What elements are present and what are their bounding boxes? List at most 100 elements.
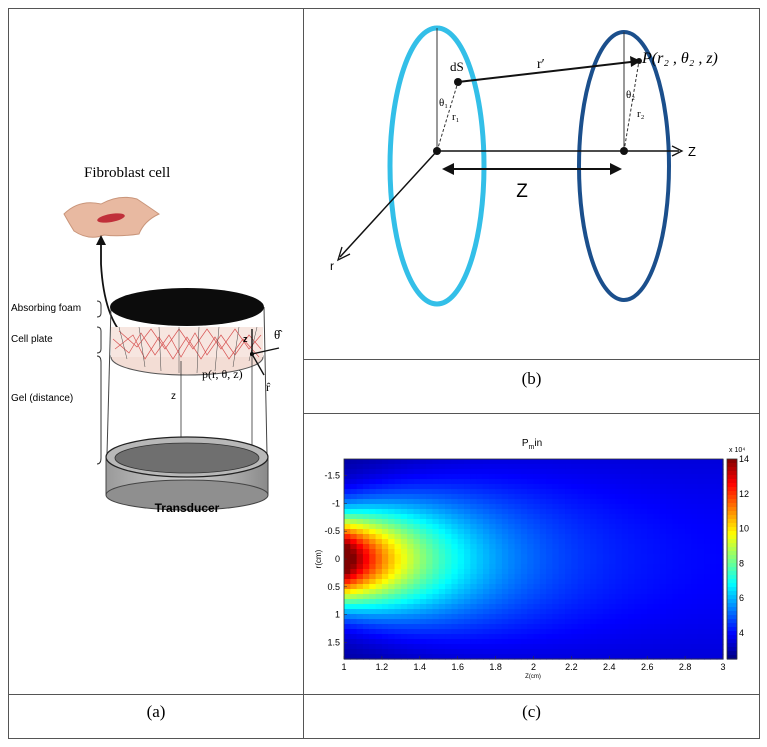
heatmap-cell [609,634,617,640]
heatmap-cell [470,544,478,550]
heatmap-cell [672,639,680,645]
heatmap-cell [482,654,490,660]
heatmap-cell [546,554,554,560]
heatmap-cell [546,534,554,540]
heatmap-cell [470,504,478,510]
heatmap-cell [407,494,415,500]
heatmap-cell [647,614,655,620]
heatmap-cell [634,504,642,510]
heatmap-cell [640,584,648,590]
heatmap-cell [571,489,579,495]
heatmap-cell [432,514,440,520]
heatmap-cell [419,569,427,575]
heatmap-cell [634,489,642,495]
heatmap-cell [565,499,572,505]
heatmap-cell [710,629,718,635]
heatmap-cell [527,524,535,530]
heatmap-cell [508,534,516,540]
heatmap-cell [647,584,655,590]
heatmap-cell [482,499,490,505]
heatmap-cell [419,504,427,510]
heatmap-cell [457,514,465,520]
heatmap-cell [634,609,642,615]
heatmap-cell [577,559,585,565]
heatmap-cell [508,619,516,625]
heatmap-cell [527,489,535,495]
heatmap-cell [527,479,535,485]
heatmap-cell [571,499,579,505]
heatmap-cell [470,574,478,580]
heatmap-cell [539,519,547,525]
heatmap-cell [577,604,585,610]
heatmap-cell [470,484,478,490]
heatmap-cell [362,504,370,510]
heatmap-cell [678,614,686,620]
heatmap-cell [590,624,598,630]
heatmap-cell [400,539,408,545]
heatmap-cell [628,594,636,600]
heatmap-cell [621,559,629,565]
heatmap-cell [457,544,465,550]
r1-label: r₁ [452,111,460,123]
heatmap-cell [362,514,370,520]
heatmap-cell [388,494,396,500]
heatmap-cell [369,524,377,530]
heatmap-cell [464,609,471,615]
heatmap-cell [552,634,560,640]
heatmap-cell [457,519,465,525]
heatmap-cell [413,644,421,650]
heatmap-cell [464,494,471,500]
heatmap-cell [546,589,554,595]
heatmap-cell [704,544,711,550]
z-axis-label: Z [688,144,696,159]
heatmap-cell [369,534,377,540]
heatmap-cell [489,459,497,465]
heatmap-cell [666,564,674,570]
heatmap-cell [356,479,364,485]
heatmap-cell [609,519,617,525]
heatmap-cell [350,624,358,630]
heatmap-cell [678,569,686,575]
heatmap-cell [647,649,655,655]
heatmap-cell [514,464,522,470]
heatmap-cell [381,544,389,550]
heatmap-cell [464,639,471,645]
colorbar-segment [727,475,737,480]
heatmap-cell [621,604,629,610]
heatmap-cell [634,584,642,590]
heatmap-cell [445,614,452,620]
r-axis-line [339,150,438,258]
heatmap-cell [666,464,674,470]
heatmap-cell [710,459,718,465]
heatmap-cell [381,459,389,465]
heatmap-cell [685,559,693,565]
heatmap-cell [539,589,547,595]
heatmap-cell [501,649,509,655]
heatmap-cell [356,489,364,495]
heatmap-cell [577,629,585,635]
heatmap-cell [495,554,503,560]
heatmap-cell [716,534,724,540]
heatmap-cell [344,494,351,500]
heatmap-cell [602,479,610,485]
heatmap-cell [653,494,661,500]
heatmap-cell [432,634,440,640]
heatmap-cell [565,594,572,600]
heatmap-cell [672,594,680,600]
heatmap-cell [400,514,408,520]
heatmap-cell [552,629,560,635]
cell-arrow [100,239,128,340]
heatmap-cell [552,649,560,655]
heatmap-cell [565,469,572,475]
heatmap-cell [666,484,674,490]
heatmap-cell [710,614,718,620]
heatmap-cell [577,594,585,600]
heatmap-cell [457,654,465,660]
heatmap-cell [647,624,655,630]
heatmap-cell [527,649,535,655]
heatmap-cell [476,604,484,610]
heatmap-cell [647,564,655,570]
heatmap-cell [704,504,711,510]
absorbing-foam [110,288,264,326]
heatmap-cell [704,574,711,580]
